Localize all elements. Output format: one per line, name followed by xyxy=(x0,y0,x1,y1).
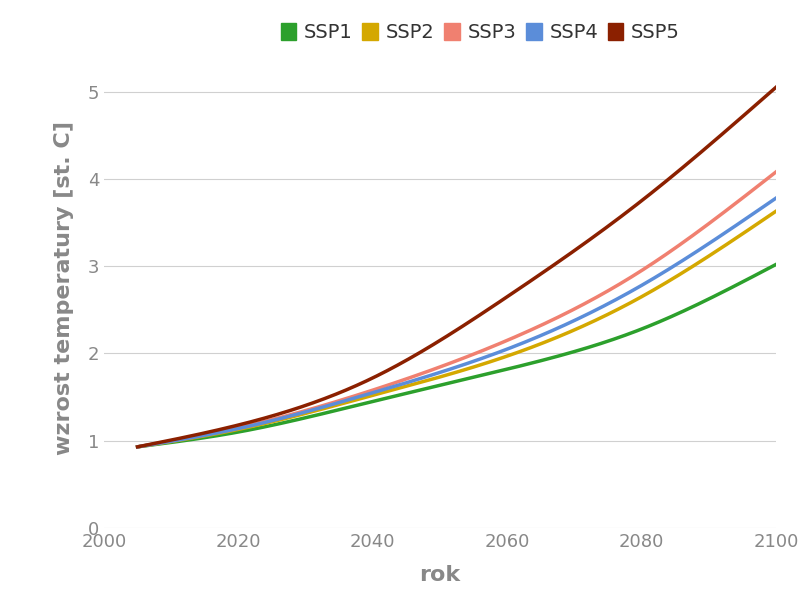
SSP3 xyxy=(133,443,142,451)
SSP4 xyxy=(771,194,781,202)
SSP1 xyxy=(513,363,522,370)
SSP5 xyxy=(436,337,446,344)
SSP2 xyxy=(133,443,142,451)
SSP2 xyxy=(436,373,446,380)
SSP2 xyxy=(656,282,666,289)
X-axis label: rok: rok xyxy=(419,565,461,585)
SSP4 xyxy=(478,355,488,362)
SSP4 xyxy=(133,443,142,451)
SSP4 xyxy=(756,205,766,212)
SSP2 xyxy=(771,208,781,215)
SSP1 xyxy=(436,382,446,389)
SSP2 xyxy=(478,361,488,368)
SSP3 xyxy=(756,181,766,188)
SSP1 xyxy=(771,261,781,268)
Line: SSP1: SSP1 xyxy=(138,265,776,447)
SSP5 xyxy=(133,443,142,451)
SSP4 xyxy=(440,367,450,374)
SSP3 xyxy=(513,332,522,340)
SSP2 xyxy=(513,349,522,356)
SSP2 xyxy=(440,372,450,379)
SSP4 xyxy=(513,341,522,349)
Line: SSP3: SSP3 xyxy=(138,172,776,447)
SSP4 xyxy=(656,271,666,278)
Line: SSP2: SSP2 xyxy=(138,211,776,447)
SSP1 xyxy=(440,380,450,388)
Line: SSP4: SSP4 xyxy=(138,198,776,447)
SSP1 xyxy=(478,371,488,379)
SSP5 xyxy=(513,286,522,293)
SSP5 xyxy=(656,182,666,189)
Legend: SSP1, SSP2, SSP3, SSP4, SSP5: SSP1, SSP2, SSP3, SSP4, SSP5 xyxy=(277,19,684,46)
SSP4 xyxy=(436,368,446,376)
SSP1 xyxy=(133,443,142,451)
SSP1 xyxy=(756,269,766,276)
SSP1 xyxy=(656,317,666,325)
SSP5 xyxy=(771,83,781,91)
SSP3 xyxy=(656,254,666,262)
Y-axis label: wzrost temperatury [st. C]: wzrost temperatury [st. C] xyxy=(54,121,74,455)
SSP3 xyxy=(436,363,446,370)
SSP3 xyxy=(440,362,450,369)
SSP3 xyxy=(478,347,488,354)
SSP3 xyxy=(771,169,781,176)
SSP5 xyxy=(478,309,488,316)
SSP5 xyxy=(756,97,766,104)
SSP5 xyxy=(440,334,450,341)
SSP2 xyxy=(756,218,766,225)
Line: SSP5: SSP5 xyxy=(138,87,776,447)
